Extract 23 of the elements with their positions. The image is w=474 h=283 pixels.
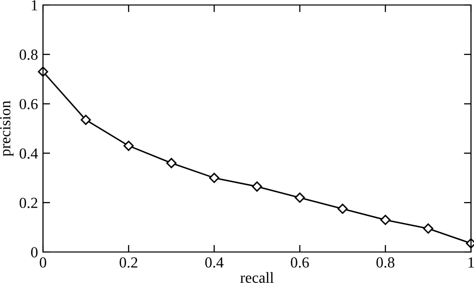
x-tick-label: 0 bbox=[40, 257, 46, 268]
x-axis-title: recall bbox=[240, 272, 274, 283]
y-axis-title: precision bbox=[0, 100, 14, 156]
point bbox=[294, 192, 305, 203]
y-tick-label: 0.4 bbox=[20, 148, 38, 159]
y-tick-label: 0.2 bbox=[20, 198, 38, 208]
point bbox=[380, 214, 391, 226]
point bbox=[209, 172, 220, 184]
point bbox=[80, 114, 91, 125]
point bbox=[337, 204, 348, 214]
point bbox=[423, 223, 434, 234]
point bbox=[252, 181, 262, 192]
x-tick-label: 1 bbox=[468, 257, 474, 268]
y-tick-label: 0.8 bbox=[20, 50, 38, 60]
y-tick-label: 0.6 bbox=[20, 98, 38, 110]
y-tick-label: 0 bbox=[31, 247, 38, 258]
point bbox=[123, 140, 134, 151]
x-tick-label: 0.2 bbox=[120, 257, 138, 268]
x-tick-label: 0.6 bbox=[290, 257, 309, 268]
y-tick-label: 1 bbox=[32, 0, 38, 10]
point bbox=[166, 158, 177, 168]
x-tick-label: 0.4 bbox=[205, 257, 224, 268]
x-tick-label: 0.8 bbox=[376, 257, 394, 268]
